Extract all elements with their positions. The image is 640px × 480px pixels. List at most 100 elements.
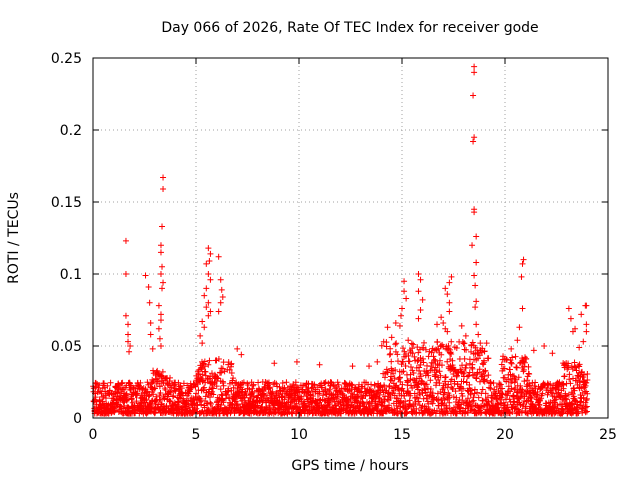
data-point xyxy=(220,359,227,366)
data-point xyxy=(560,385,567,392)
data-point xyxy=(578,311,585,318)
data-point xyxy=(383,343,390,350)
data-point xyxy=(416,367,423,374)
data-point xyxy=(471,209,478,216)
data-point xyxy=(565,305,572,312)
data-point xyxy=(471,63,478,70)
data-point xyxy=(220,399,227,406)
data-point xyxy=(387,350,394,357)
data-point xyxy=(525,363,532,370)
data-point xyxy=(157,249,164,256)
data-point xyxy=(442,409,449,416)
data-point xyxy=(473,375,480,382)
data-point xyxy=(423,381,430,388)
data-point xyxy=(433,346,440,353)
data-point xyxy=(215,308,222,315)
data-point xyxy=(431,356,438,363)
data-point xyxy=(442,374,449,381)
data-point xyxy=(493,395,500,402)
data-point xyxy=(576,399,583,406)
data-point xyxy=(573,404,580,411)
data-point xyxy=(386,383,393,390)
data-point xyxy=(137,379,144,386)
data-point xyxy=(250,382,257,389)
chart-title: Day 066 of 2026, Rate Of TEC Index for r… xyxy=(161,20,538,36)
data-point xyxy=(403,295,410,302)
data-point xyxy=(143,396,150,403)
data-point xyxy=(130,384,137,391)
data-point xyxy=(519,407,526,414)
data-point xyxy=(482,390,489,397)
data-point xyxy=(477,410,484,417)
data-point xyxy=(125,338,132,345)
data-point xyxy=(414,381,421,388)
data-point xyxy=(445,381,452,388)
data-point xyxy=(402,401,409,408)
data-point xyxy=(428,363,435,370)
data-point xyxy=(511,398,518,405)
data-point xyxy=(430,353,437,360)
data-point xyxy=(122,271,129,277)
data-point xyxy=(330,394,337,401)
data-point xyxy=(198,365,205,372)
data-point xyxy=(531,383,538,390)
data-point xyxy=(387,395,394,402)
data-point xyxy=(466,381,473,388)
data-point xyxy=(409,367,416,374)
data-point xyxy=(468,387,475,394)
data-point xyxy=(417,361,424,368)
data-point xyxy=(235,392,242,399)
data-point xyxy=(441,378,448,385)
data-point xyxy=(273,380,280,387)
data-point xyxy=(515,374,522,381)
data-point xyxy=(555,386,562,393)
data-point xyxy=(374,358,381,365)
data-point xyxy=(406,358,413,365)
data-point xyxy=(399,381,406,388)
data-point xyxy=(112,407,119,414)
data-point xyxy=(501,374,508,381)
data-point xyxy=(147,319,154,326)
data-point xyxy=(452,388,459,395)
data-point xyxy=(414,395,421,402)
x-tick-label: 0 xyxy=(89,427,98,443)
data-point xyxy=(400,368,407,375)
data-point xyxy=(568,363,575,370)
data-point xyxy=(160,186,167,193)
data-point xyxy=(92,394,99,401)
data-point xyxy=(471,134,478,141)
data-point xyxy=(460,385,467,392)
data-point xyxy=(459,392,466,399)
data-point xyxy=(399,358,406,365)
data-point xyxy=(482,368,489,375)
data-point xyxy=(434,339,441,346)
data-point xyxy=(335,381,342,388)
data-point xyxy=(146,299,153,306)
data-point xyxy=(157,271,164,277)
data-point xyxy=(134,390,141,397)
data-point xyxy=(225,385,232,392)
data-point xyxy=(444,358,451,365)
data-point xyxy=(193,390,200,397)
data-point xyxy=(157,242,164,249)
data-point xyxy=(467,391,474,398)
data-point xyxy=(462,332,469,339)
data-point xyxy=(361,385,368,392)
data-point xyxy=(393,340,400,347)
data-point xyxy=(194,402,201,409)
data-point xyxy=(93,401,100,408)
data-point xyxy=(199,340,206,347)
data-point xyxy=(362,392,369,399)
data-point xyxy=(500,353,507,360)
data-point xyxy=(155,302,162,309)
data-point xyxy=(123,397,130,404)
data-point xyxy=(250,381,257,388)
data-point xyxy=(245,381,252,388)
data-point xyxy=(472,282,479,289)
data-point xyxy=(133,398,140,405)
data-point xyxy=(461,340,468,347)
data-point xyxy=(513,364,520,371)
data-point xyxy=(303,393,310,400)
data-point xyxy=(114,381,121,388)
data-point xyxy=(401,288,408,295)
